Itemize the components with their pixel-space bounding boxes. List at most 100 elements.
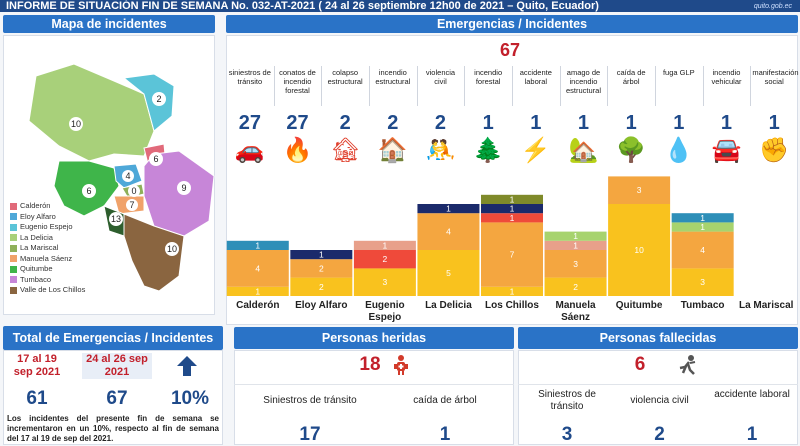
bar-segment-label: 2 bbox=[319, 263, 324, 273]
legend-swatch bbox=[10, 213, 17, 221]
total-title: Total de Emergencias / Incidentes bbox=[3, 326, 223, 350]
bar-segment-label: 2 bbox=[573, 282, 578, 292]
bar-segment-label: 10 bbox=[634, 245, 644, 255]
bar-segment bbox=[353, 240, 416, 250]
bar-segment bbox=[608, 204, 671, 296]
category-label: conatos de incendio forestal bbox=[279, 68, 316, 95]
bar-segment-label: 1 bbox=[700, 213, 705, 223]
legend-swatch bbox=[10, 234, 17, 242]
map-label: 4 bbox=[125, 171, 130, 181]
heridas-panel bbox=[234, 350, 514, 445]
bar-segment bbox=[544, 231, 607, 241]
category-divider bbox=[559, 66, 561, 106]
category-label: amago de incendio estructural bbox=[565, 68, 601, 95]
bar-segment-label: 1 bbox=[573, 240, 578, 250]
bar-segment-label: 1 bbox=[700, 222, 705, 232]
fallecidas-total: 6 bbox=[634, 354, 646, 375]
bar-segment-label: 1 bbox=[383, 240, 388, 250]
bar-segment bbox=[481, 222, 543, 287]
legend-item: Eloy Alfaro bbox=[10, 212, 56, 221]
bar-segment bbox=[417, 204, 480, 214]
bar-segment-label: 1 bbox=[319, 250, 324, 260]
map-label: 7 bbox=[129, 200, 134, 210]
category-divider bbox=[321, 66, 323, 106]
prev-period: 17 al 19 sep 2021 bbox=[13, 353, 61, 378]
fight-icon: 🤼 bbox=[425, 137, 456, 164]
x-tick-label: La Delicia bbox=[425, 300, 472, 311]
category-label: violencia civil bbox=[425, 68, 456, 86]
bar-segment bbox=[353, 268, 416, 296]
curr-value: 67 bbox=[106, 388, 128, 409]
category-divider bbox=[369, 66, 370, 106]
bar-segment bbox=[290, 277, 353, 296]
bar-segment-label: 3 bbox=[637, 185, 642, 195]
legend-item: Valle de Los Chillos bbox=[10, 285, 85, 294]
bar-segment-label: 4 bbox=[700, 245, 705, 255]
bar-segment bbox=[226, 240, 289, 250]
category-label: colapso estructural bbox=[327, 68, 363, 86]
x-tick-label: Quitumbe bbox=[615, 300, 663, 311]
report-header: INFORME DE SITUACIÓN FIN DE SEMANA No. 0… bbox=[0, 0, 800, 12]
bar-segment-label: 7 bbox=[510, 250, 515, 260]
legend-swatch bbox=[10, 255, 17, 263]
x-tick-label: Manuela Sáenz bbox=[555, 300, 596, 323]
legend-label: Calderón bbox=[20, 201, 51, 210]
legend-swatch bbox=[10, 265, 17, 273]
emergencias-title: Emergencias / Incidentes bbox=[226, 15, 798, 33]
bar-segment bbox=[417, 213, 480, 250]
category-label: caída de árbol bbox=[616, 68, 646, 86]
bar-segment-label: 1 bbox=[510, 194, 515, 204]
legend-label: Eugenio Espejo bbox=[20, 222, 73, 231]
gas-leak-icon: 💧 bbox=[663, 137, 694, 164]
bar-segment bbox=[671, 222, 734, 232]
category-count: 1 bbox=[768, 112, 780, 134]
bar-segment-label: 2 bbox=[319, 282, 324, 292]
bar-segment-label: 1 bbox=[510, 213, 515, 223]
smoke-house-icon: 🏡 bbox=[568, 137, 599, 164]
fallecidas-title: Personas fallecidas bbox=[518, 327, 798, 349]
map-label: 13 bbox=[111, 214, 121, 224]
house-fire-icon: 🏠 bbox=[377, 137, 408, 164]
legend-swatch bbox=[10, 202, 17, 210]
forest-fire-icon: 🔥 bbox=[282, 137, 313, 164]
fallecidas-item-value: 3 bbox=[561, 424, 573, 445]
bar-segment-label: 1 bbox=[255, 240, 260, 250]
legend-label: Manuela Sáenz bbox=[20, 253, 73, 263]
legend-label: La Delicia bbox=[20, 232, 53, 242]
fallecidas-panel bbox=[518, 350, 798, 445]
heridas-title: Personas heridas bbox=[234, 327, 514, 349]
legend-label: Quitumbe bbox=[20, 264, 53, 273]
legend-item: Quitumbe bbox=[10, 264, 53, 273]
category-count: 27 bbox=[286, 112, 309, 134]
legend-label: Valle de Los Chillos bbox=[20, 285, 86, 294]
category-divider bbox=[750, 66, 752, 106]
bar-segment bbox=[481, 286, 543, 296]
x-tick-label: La Mariscal bbox=[738, 300, 794, 311]
map-panel: 10 2 6 4 0 6 9 7 13 10 Calderón Eloy Alfa… bbox=[3, 35, 215, 315]
category-label: incendio vehicular bbox=[711, 68, 742, 86]
x-tick-label: Eloy Alfaro bbox=[295, 300, 348, 311]
category-count: 1 bbox=[720, 112, 733, 134]
bar-segment-label: 5 bbox=[446, 268, 451, 278]
bar-segment bbox=[353, 250, 416, 269]
category-label: manifestación social bbox=[752, 68, 799, 86]
category-divider bbox=[464, 66, 466, 106]
map-label: 10 bbox=[167, 244, 177, 254]
tree-fire-icon: 🌲 bbox=[473, 137, 504, 164]
bar-segment-label: 1 bbox=[510, 204, 515, 214]
bar-segment bbox=[671, 231, 734, 269]
bar-segment-label: 1 bbox=[446, 204, 451, 214]
legend-label: Eloy Alfaro bbox=[20, 211, 56, 221]
map-region-la-delicia bbox=[28, 63, 155, 162]
fallen-person-icon bbox=[676, 354, 700, 376]
x-tick-label: Los Chillos bbox=[485, 300, 539, 311]
car-crash-icon: 🚗 bbox=[234, 137, 265, 164]
bar-segment-label: 1 bbox=[573, 231, 578, 241]
bar-segment bbox=[608, 176, 671, 204]
building-collapse-icon: 🏚 bbox=[330, 137, 361, 164]
category-count: 2 bbox=[387, 112, 399, 134]
injured-person-icon bbox=[390, 354, 414, 376]
bar-segment bbox=[481, 213, 543, 223]
legend-swatch bbox=[10, 286, 17, 294]
map-label: 2 bbox=[156, 94, 161, 104]
